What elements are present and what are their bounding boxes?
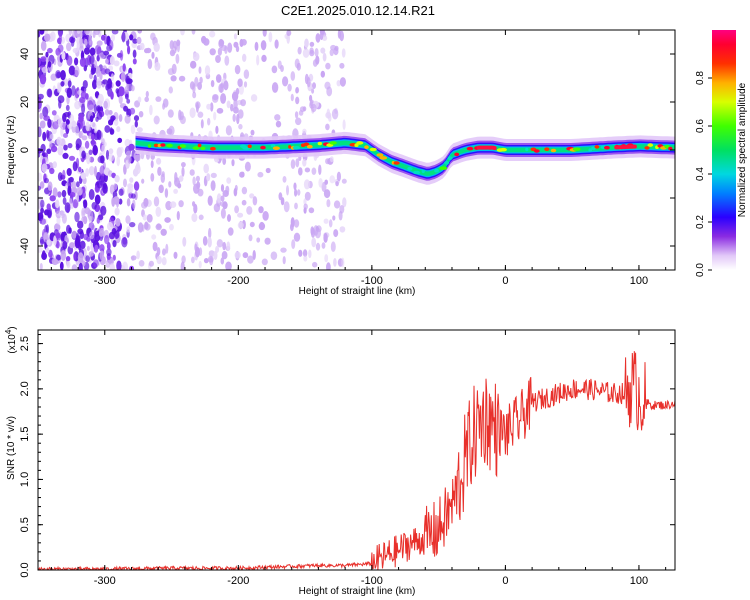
spectrogram-area xyxy=(38,30,675,270)
y-tick-label: 40 xyxy=(19,48,31,60)
snr-series-line xyxy=(38,351,675,570)
spectral-ridge xyxy=(135,131,675,185)
snr-panel: -300 -200 -100 0 100 Height of straight line … xyxy=(4,326,676,597)
colorbar-tick-label: 0.8 xyxy=(695,71,706,85)
y-tick-label: 0.5 xyxy=(19,517,31,532)
y-tick-label: 0 xyxy=(19,147,31,153)
spectrogram-noise xyxy=(38,30,348,270)
colorbar-tick-label: 0.0 xyxy=(695,263,706,277)
colorbar-label: Normalized spectral amplitude xyxy=(737,82,748,217)
y-scale-multiplier: (x104) xyxy=(4,326,18,353)
snr-y-axis: 0.0 0.5 1.0 1.5 2.0 2.5 SNR (10 * v/v) (x104) xyxy=(4,326,675,578)
spectrogram-x-axis: -300 -200 -100 0 100 Height of straight line … xyxy=(50,30,667,297)
x-tick-label: 0 xyxy=(502,575,508,587)
x-tick-label: -300 xyxy=(94,275,116,287)
spectrogram-y-axis: -40 -20 0 20 40 Frequency (Hz) xyxy=(6,48,675,254)
y-tick-label: 0.0 xyxy=(19,562,31,577)
y-tick-label: 20 xyxy=(19,96,31,108)
snr-frame xyxy=(37,329,676,571)
x-tick-label: -300 xyxy=(94,575,116,587)
x-tick-label: -100 xyxy=(361,275,383,287)
colorbar-tick-label: 0.4 xyxy=(695,167,706,181)
y-axis-label: Frequency (Hz) xyxy=(6,116,17,185)
y-tick-label: 2.0 xyxy=(19,381,31,396)
scale-base: (x10 xyxy=(7,334,18,354)
y-axis-label: SNR (10 * v/v) xyxy=(6,416,17,480)
colorbar-tick-label: 0.6 xyxy=(695,119,706,133)
y-tick-label: -20 xyxy=(19,190,31,206)
y-tick-label: -40 xyxy=(19,238,31,254)
x-axis-label: Height of straight line (km) xyxy=(299,586,416,597)
x-axis-label: Height of straight line (km) xyxy=(299,286,416,297)
x-tick-label: 0 xyxy=(502,275,508,287)
x-tick-label: 100 xyxy=(630,575,648,587)
x-tick-label: -100 xyxy=(361,575,383,587)
colorbar-scale xyxy=(712,30,736,270)
x-tick-label: -200 xyxy=(227,275,249,287)
snr-plot-area xyxy=(38,351,675,570)
colorbar: 0.0 0.2 0.4 0.6 0.8 Normalized spectral ampli… xyxy=(695,30,748,277)
x-tick-label: 100 xyxy=(630,275,648,287)
y-tick-label: 1.5 xyxy=(19,427,31,442)
scale-close: ) xyxy=(7,326,18,329)
y-tick-label: 1.0 xyxy=(19,472,31,487)
colorbar-tick-label: 0.2 xyxy=(695,215,706,229)
x-tick-label: -200 xyxy=(227,575,249,587)
y-tick-label: 2.5 xyxy=(19,336,31,351)
snr-x-axis: -300 -200 -100 0 100 Height of straight line … xyxy=(50,330,667,597)
chart-title: C2E1.2025.010.12.14.R21 xyxy=(281,3,435,18)
scale-exponent: 4 xyxy=(4,329,13,334)
